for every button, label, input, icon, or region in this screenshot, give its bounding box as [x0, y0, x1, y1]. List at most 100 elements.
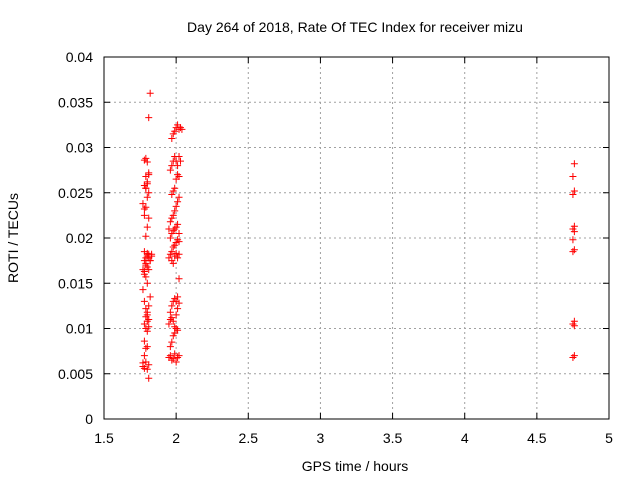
data-point-marker	[143, 180, 151, 188]
data-point-marker	[169, 211, 177, 219]
data-point-marker	[143, 279, 151, 287]
data-point-marker	[140, 156, 148, 164]
data-point-marker	[142, 232, 150, 240]
data-point-marker	[570, 322, 578, 330]
data-point-marker	[174, 326, 182, 334]
data-point-marker	[175, 250, 183, 258]
data-point-marker	[142, 325, 150, 332]
data-point-marker	[143, 317, 151, 325]
data-point-marker	[145, 114, 153, 122]
data-point-marker	[175, 172, 183, 180]
data-point-marker	[165, 320, 173, 328]
data-point-marker	[166, 234, 174, 242]
x-tick-label: 3.5	[383, 430, 403, 446]
data-point-marker	[570, 222, 578, 230]
data-point-marker	[171, 207, 179, 215]
data-point-marker	[142, 358, 150, 366]
data-point-marker	[570, 187, 578, 195]
data-point-marker	[143, 158, 151, 166]
data-point-marker	[140, 211, 148, 219]
data-point-marker	[570, 246, 578, 254]
data-point-marker	[145, 189, 153, 197]
data-point-marker	[176, 157, 184, 165]
data-point-marker	[569, 191, 577, 199]
data-point-marker	[569, 353, 577, 361]
data-point-marker	[168, 134, 176, 142]
data-point-marker	[145, 302, 153, 310]
data-points	[139, 89, 578, 382]
y-tick-label: 0.02	[66, 230, 93, 246]
data-point-marker	[174, 293, 182, 301]
x-tick-label: 2.5	[239, 430, 259, 446]
y-tick-label: 0.035	[58, 94, 93, 110]
data-point-marker	[174, 236, 182, 244]
data-point-marker	[146, 89, 154, 97]
data-point-marker	[168, 191, 176, 199]
x-tick-label: 5	[605, 430, 613, 446]
data-point-marker	[145, 323, 153, 331]
data-point-marker	[140, 337, 148, 345]
data-point-marker	[142, 184, 150, 192]
data-point-marker	[139, 266, 147, 274]
y-tick-label: 0.005	[58, 366, 93, 382]
data-point-marker	[166, 166, 174, 174]
data-point-marker	[142, 203, 150, 211]
data-point-marker	[168, 356, 176, 364]
data-point-marker	[166, 343, 174, 351]
data-point-marker	[143, 365, 151, 373]
data-point-marker	[171, 350, 179, 358]
data-point-marker	[169, 243, 177, 251]
data-point-marker	[143, 308, 151, 316]
data-point-marker	[178, 125, 186, 133]
data-point-marker	[146, 293, 154, 301]
data-point-marker	[143, 343, 151, 351]
data-point-marker	[175, 193, 183, 201]
data-point-marker	[569, 236, 577, 244]
data-point-marker	[569, 248, 577, 256]
y-tick-label: 0.015	[58, 275, 93, 291]
data-point-marker	[139, 286, 147, 294]
data-point-marker	[174, 353, 182, 361]
x-tick-label: 2	[172, 430, 180, 446]
data-point-marker	[172, 325, 180, 332]
data-point-marker	[166, 308, 174, 316]
data-point-marker	[145, 374, 153, 382]
x-tick-label: 1.5	[94, 430, 114, 446]
data-point-marker	[142, 259, 150, 267]
data-point-marker	[174, 305, 182, 313]
data-point-marker	[166, 218, 174, 226]
data-point-marker	[570, 160, 578, 168]
data-point-marker	[570, 352, 578, 360]
data-point-marker	[165, 225, 173, 233]
y-axis-label: ROTI / TECUs	[5, 193, 21, 283]
data-point-marker	[174, 254, 182, 262]
data-point-marker	[140, 352, 148, 360]
data-point-marker	[175, 238, 183, 246]
data-point-marker	[142, 172, 150, 180]
y-tick-label: 0	[85, 411, 93, 427]
chart-title: Day 264 of 2018, Rate Of TEC Index for r…	[187, 19, 523, 35]
data-point-marker	[146, 257, 154, 265]
y-tick-label: 0.03	[66, 140, 93, 156]
data-point-marker	[172, 297, 180, 305]
data-point-marker	[176, 124, 184, 132]
y-tick-label: 0.01	[66, 321, 93, 337]
data-point-marker	[169, 259, 177, 267]
tick-labels: 1.5 2 2.5 3 3.5 4 4.5 5 0 0.005 0.01 0.015 0.02 0.025…	[58, 49, 613, 446]
data-point-marker	[143, 249, 151, 257]
data-point-marker	[169, 317, 177, 325]
data-point-marker	[175, 275, 183, 283]
data-point-marker	[174, 220, 182, 228]
data-point-marker	[169, 354, 177, 362]
x-tick-label: 4.5	[527, 430, 547, 446]
data-point-marker	[143, 223, 151, 231]
data-point-marker	[166, 315, 174, 323]
data-point-marker	[175, 352, 183, 360]
data-point-marker	[140, 205, 148, 213]
data-point-marker	[174, 162, 182, 170]
data-point-marker	[171, 323, 179, 331]
data-point-marker	[168, 248, 176, 256]
data-point-marker	[145, 214, 153, 222]
